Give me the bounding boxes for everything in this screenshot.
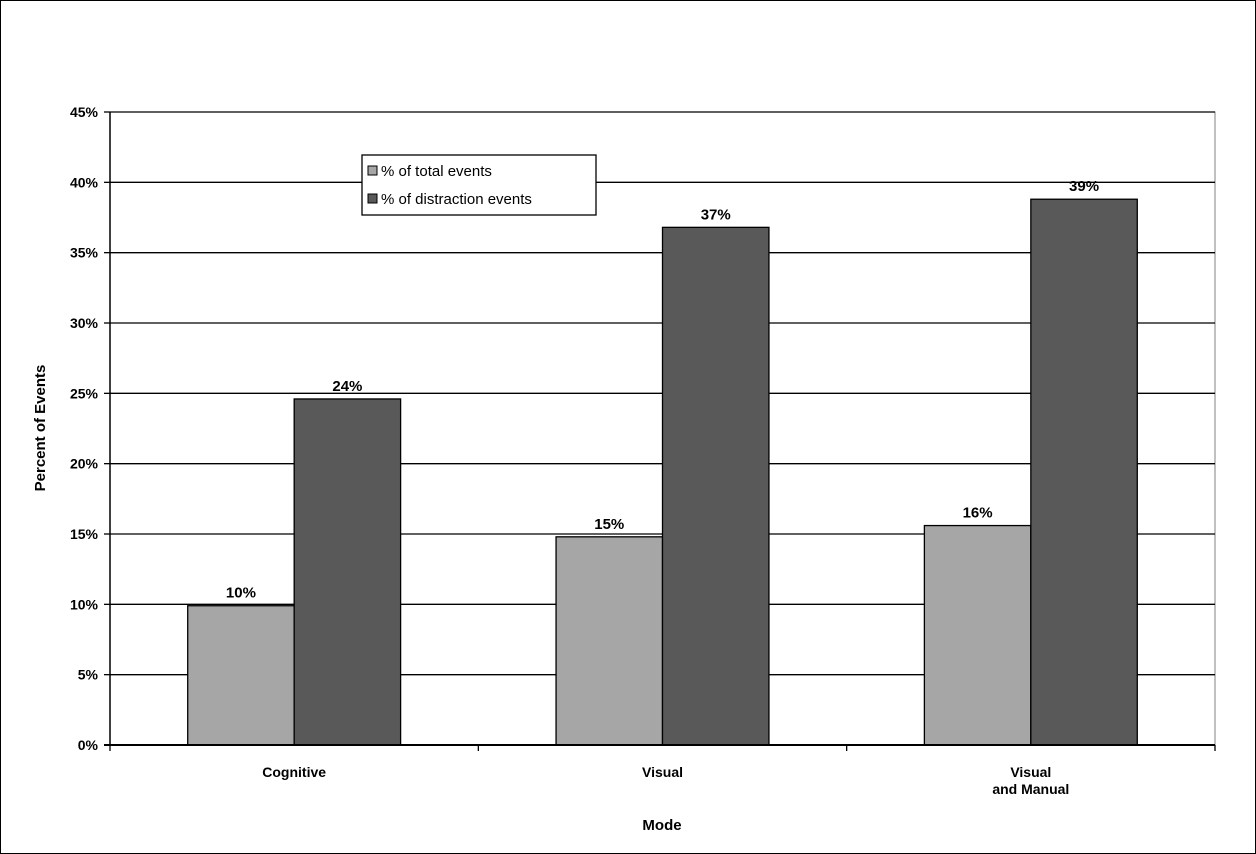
y-tick-label: 0% (78, 737, 99, 753)
legend: % of total events % of distraction events (361, 154, 597, 216)
bar (187, 605, 295, 746)
legend-label: % of distraction events (381, 191, 532, 208)
y-tick-label: 45% (70, 104, 99, 120)
bar (661, 226, 770, 746)
x-category-label: Visual (642, 764, 683, 780)
bar (923, 524, 1032, 746)
y-tick-label: 30% (70, 315, 99, 331)
data-label: 39% (1069, 178, 1099, 195)
data-label: 10% (226, 585, 256, 602)
bar (293, 398, 402, 746)
x-category-label: and Manual (992, 781, 1069, 797)
data-labels: 10% 24% 15% 37% 16% 39% (226, 178, 1099, 602)
legend-swatch (367, 165, 378, 176)
data-label: 37% (701, 206, 731, 223)
y-tick-label: 5% (78, 667, 99, 683)
y-tick-label: 35% (70, 245, 99, 261)
legend-box (361, 154, 597, 216)
axes (104, 111, 1216, 751)
bar (1030, 198, 1138, 746)
data-label: 24% (332, 378, 362, 395)
legend-label: % of total events (381, 163, 492, 180)
bar (555, 536, 664, 746)
x-category-label: Cognitive (262, 764, 326, 780)
y-tick-label: 25% (70, 385, 99, 401)
y-tick-label: 15% (70, 526, 99, 542)
y-tick-label: 40% (70, 174, 99, 190)
legend-swatch (367, 193, 378, 204)
y-tick-label: 10% (70, 596, 99, 612)
y-tick-label: 20% (70, 456, 99, 472)
x-axis-title: Mode (642, 817, 681, 834)
y-tick-labels: 0% 5% 10% 15% 20% 25% 30% 35% 40% 45% (70, 104, 99, 753)
y-axis-title: Percent of Events (32, 365, 49, 492)
data-label: 16% (963, 505, 993, 522)
bars (187, 198, 1138, 746)
x-category-label: Visual (1010, 764, 1051, 780)
data-label: 15% (594, 516, 624, 533)
